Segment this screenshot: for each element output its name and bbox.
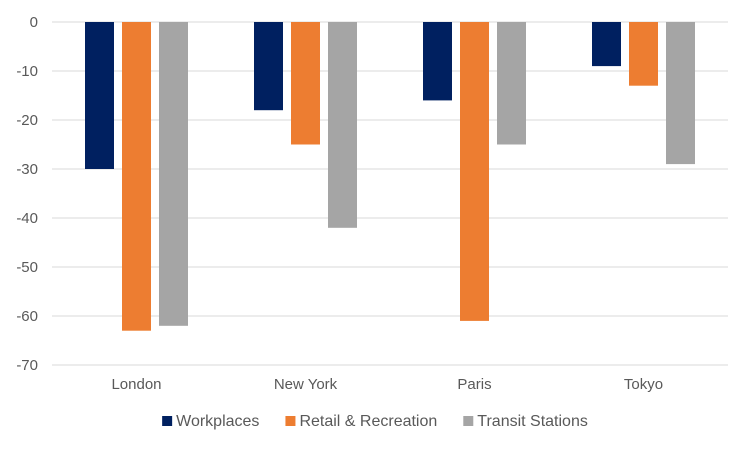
gridlines [52,21,728,366]
y-tick-label: 0 [30,14,38,31]
legend-swatch [463,416,474,426]
legend-label: Retail & Recreation [299,413,437,430]
bar-workplaces-tokyo [592,22,621,67]
bar-workplaces-new-york [254,22,283,111]
bars [85,22,695,331]
legend-swatch [285,416,296,426]
legend-item: Transit Stations [463,413,588,430]
x-category-label: Tokyo [624,376,663,393]
bar-retail-recreation-london [122,22,151,331]
bar-transit-stations-tokyo [666,22,695,165]
y-tick-label: -70 [16,357,38,374]
y-axis: 0 -10 -20 -30 -40 -50 -60 -70 [16,14,38,374]
x-axis: London New York Paris Tokyo [111,376,663,393]
bar-workplaces-london [85,22,114,169]
x-category-label: New York [274,376,338,393]
y-tick-label: -10 [16,63,38,80]
bar-workplaces-paris [423,22,452,101]
bar-transit-stations-new-york [328,22,357,228]
legend-swatch [162,416,173,426]
legend-item: Workplaces [162,413,259,430]
bar-retail-recreation-paris [460,22,489,321]
y-tick-label: -20 [16,112,38,129]
bar-transit-stations-london [159,22,188,326]
legend-label: Workplaces [176,413,259,430]
y-tick-label: -40 [16,210,38,227]
bar-retail-recreation-tokyo [629,22,658,86]
y-tick-label: -60 [16,308,38,325]
bar-transit-stations-paris [497,22,526,145]
legend-label: Transit Stations [477,413,588,430]
y-tick-label: -50 [16,259,38,276]
y-tick-label: -30 [16,161,38,178]
legend: Workplaces Retail & Recreation Transit Sta… [162,413,588,430]
x-category-label: Paris [457,376,491,393]
bar-retail-recreation-new-york [291,22,320,145]
legend-item: Retail & Recreation [285,413,437,430]
x-category-label: London [111,376,161,393]
